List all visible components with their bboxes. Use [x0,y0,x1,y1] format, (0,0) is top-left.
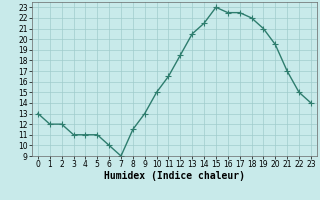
X-axis label: Humidex (Indice chaleur): Humidex (Indice chaleur) [104,171,245,181]
